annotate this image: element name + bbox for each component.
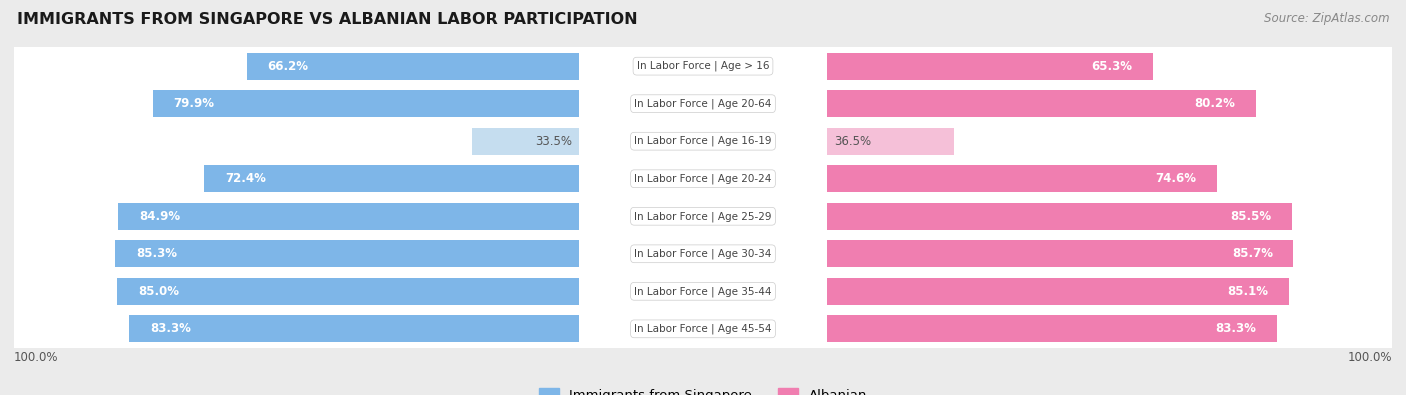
Text: 85.3%: 85.3% bbox=[136, 247, 177, 260]
Text: In Labor Force | Age 20-24: In Labor Force | Age 20-24 bbox=[634, 173, 772, 184]
Text: 100.0%: 100.0% bbox=[14, 351, 59, 364]
Bar bbox=[472, 128, 579, 155]
Text: 65.3%: 65.3% bbox=[1091, 60, 1132, 73]
Bar bbox=[827, 315, 1277, 342]
Bar bbox=[152, 90, 579, 117]
Text: 83.3%: 83.3% bbox=[1215, 322, 1256, 335]
Text: 74.6%: 74.6% bbox=[1156, 172, 1197, 185]
Text: In Labor Force | Age 35-44: In Labor Force | Age 35-44 bbox=[634, 286, 772, 297]
Text: 36.5%: 36.5% bbox=[834, 135, 872, 148]
FancyBboxPatch shape bbox=[14, 235, 1392, 273]
Text: In Labor Force | Age 30-34: In Labor Force | Age 30-34 bbox=[634, 248, 772, 259]
Text: In Labor Force | Age 16-19: In Labor Force | Age 16-19 bbox=[634, 136, 772, 147]
Text: 72.4%: 72.4% bbox=[225, 172, 266, 185]
Text: In Labor Force | Age 45-54: In Labor Force | Age 45-54 bbox=[634, 324, 772, 334]
Text: 84.9%: 84.9% bbox=[139, 210, 180, 223]
Bar bbox=[117, 278, 579, 305]
Text: 85.5%: 85.5% bbox=[1230, 210, 1271, 223]
Bar bbox=[827, 165, 1218, 192]
FancyBboxPatch shape bbox=[14, 85, 1392, 122]
Text: 100.0%: 100.0% bbox=[1347, 351, 1392, 364]
Bar bbox=[827, 278, 1289, 305]
Bar bbox=[118, 203, 579, 230]
FancyBboxPatch shape bbox=[14, 160, 1392, 198]
Bar bbox=[129, 315, 579, 342]
Text: 79.9%: 79.9% bbox=[173, 97, 214, 110]
Bar bbox=[115, 240, 579, 267]
Bar bbox=[247, 53, 579, 80]
Text: 66.2%: 66.2% bbox=[267, 60, 308, 73]
Text: Source: ZipAtlas.com: Source: ZipAtlas.com bbox=[1264, 12, 1389, 25]
Bar bbox=[827, 90, 1256, 117]
Text: 80.2%: 80.2% bbox=[1194, 97, 1234, 110]
FancyBboxPatch shape bbox=[14, 273, 1392, 310]
FancyBboxPatch shape bbox=[14, 47, 1392, 85]
Text: In Labor Force | Age 25-29: In Labor Force | Age 25-29 bbox=[634, 211, 772, 222]
FancyBboxPatch shape bbox=[14, 310, 1392, 348]
Bar bbox=[827, 240, 1294, 267]
Text: In Labor Force | Age 20-64: In Labor Force | Age 20-64 bbox=[634, 98, 772, 109]
Bar bbox=[204, 165, 579, 192]
Bar bbox=[827, 128, 955, 155]
Text: 85.7%: 85.7% bbox=[1232, 247, 1272, 260]
Bar bbox=[827, 203, 1292, 230]
Text: 85.0%: 85.0% bbox=[138, 285, 179, 298]
Text: 33.5%: 33.5% bbox=[536, 135, 572, 148]
Text: IMMIGRANTS FROM SINGAPORE VS ALBANIAN LABOR PARTICIPATION: IMMIGRANTS FROM SINGAPORE VS ALBANIAN LA… bbox=[17, 12, 637, 27]
Bar bbox=[827, 53, 1153, 80]
FancyBboxPatch shape bbox=[14, 198, 1392, 235]
Legend: Immigrants from Singapore, Albanian: Immigrants from Singapore, Albanian bbox=[533, 382, 873, 395]
Text: 85.1%: 85.1% bbox=[1227, 285, 1268, 298]
FancyBboxPatch shape bbox=[14, 122, 1392, 160]
Text: In Labor Force | Age > 16: In Labor Force | Age > 16 bbox=[637, 61, 769, 71]
Text: 83.3%: 83.3% bbox=[150, 322, 191, 335]
